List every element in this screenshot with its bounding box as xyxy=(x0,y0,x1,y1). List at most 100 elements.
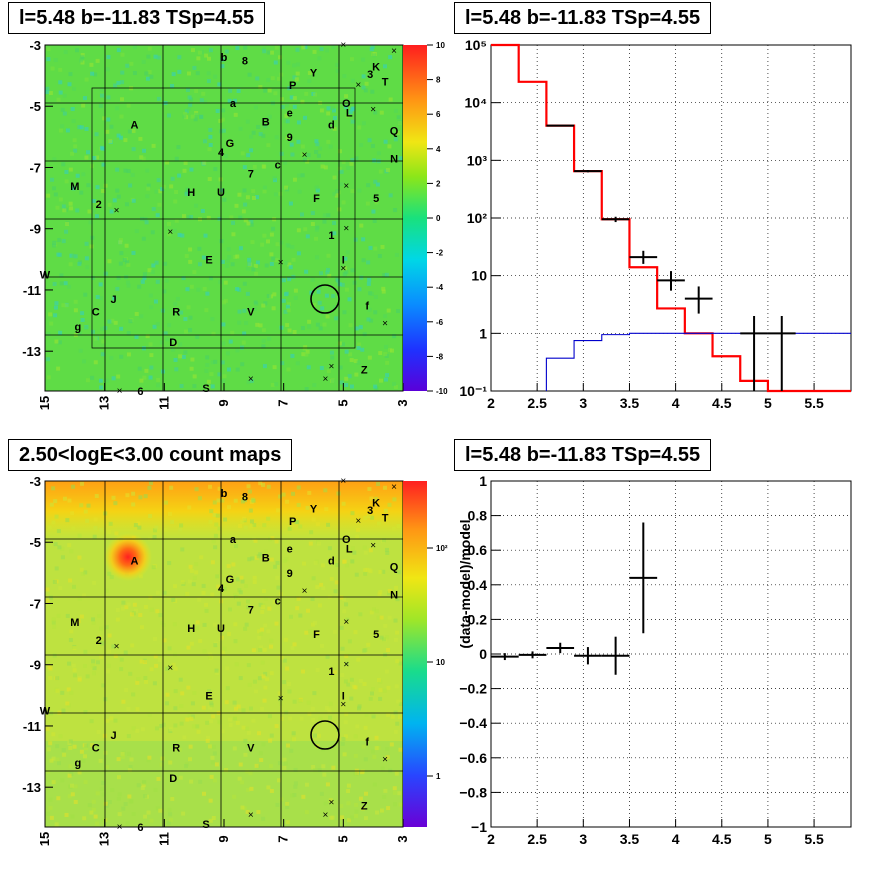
noise-pixel xyxy=(262,185,267,190)
noise-pixel xyxy=(291,737,296,742)
noise-pixel xyxy=(252,306,257,311)
x-tick-label: 2.5 xyxy=(527,395,547,411)
noise-pixel xyxy=(143,604,148,609)
noise-pixel xyxy=(231,562,236,567)
noise-pixel xyxy=(386,308,391,313)
noise-pixel xyxy=(232,746,237,751)
x-tick-label: 3 xyxy=(579,395,587,411)
noise-pixel xyxy=(201,255,206,260)
noise-pixel xyxy=(196,56,201,61)
y-tick-label: -13 xyxy=(22,780,41,795)
source-label: 3 xyxy=(367,69,373,81)
noise-pixel xyxy=(387,589,392,594)
noise-pixel xyxy=(314,139,319,144)
noise-pixel xyxy=(208,818,213,823)
noise-pixel xyxy=(125,63,130,68)
noise-pixel xyxy=(324,48,329,53)
noise-pixel xyxy=(189,716,194,721)
noise-pixel xyxy=(58,67,63,72)
noise-pixel xyxy=(83,780,88,785)
noise-pixel xyxy=(293,784,298,789)
noise-pixel xyxy=(387,144,392,149)
noise-pixel xyxy=(58,90,63,95)
noise-pixel xyxy=(267,114,272,119)
source-marker: × xyxy=(343,660,349,671)
noise-pixel xyxy=(52,624,57,629)
noise-pixel xyxy=(181,276,186,281)
noise-pixel xyxy=(72,646,77,651)
noise-pixel xyxy=(107,800,112,805)
noise-pixel xyxy=(307,70,312,75)
noise-pixel xyxy=(299,716,304,721)
noise-pixel xyxy=(80,481,85,486)
noise-pixel xyxy=(279,797,284,802)
noise-pixel xyxy=(227,255,232,260)
noise-pixel xyxy=(67,773,72,778)
noise-pixel xyxy=(84,155,89,160)
noise-pixel xyxy=(213,545,218,550)
noise-pixel xyxy=(372,158,377,163)
noise-pixel xyxy=(287,262,292,267)
noise-pixel xyxy=(194,203,199,208)
noise-pixel xyxy=(378,688,383,693)
noise-pixel xyxy=(341,200,346,205)
noise-pixel xyxy=(46,375,51,380)
noise-pixel xyxy=(84,77,89,82)
noise-pixel xyxy=(61,239,66,244)
noise-pixel xyxy=(136,521,141,526)
noise-pixel xyxy=(90,375,95,380)
noise-pixel xyxy=(96,201,101,206)
noise-pixel xyxy=(235,348,240,353)
noise-pixel xyxy=(271,306,276,311)
noise-pixel xyxy=(274,539,279,544)
source-label: O xyxy=(342,534,351,546)
noise-pixel xyxy=(384,547,389,552)
noise-pixel xyxy=(73,799,78,804)
noise-pixel xyxy=(77,677,82,682)
noise-pixel xyxy=(344,712,349,717)
noise-pixel xyxy=(286,60,291,65)
noise-pixel xyxy=(228,607,233,612)
noise-pixel xyxy=(283,637,288,642)
noise-pixel xyxy=(119,657,124,662)
noise-pixel xyxy=(69,629,74,634)
noise-pixel xyxy=(195,334,200,339)
noise-pixel xyxy=(284,291,289,296)
noise-pixel xyxy=(263,596,268,601)
noise-pixel xyxy=(222,374,227,379)
noise-pixel xyxy=(235,287,240,292)
noise-pixel xyxy=(258,481,263,486)
noise-pixel xyxy=(296,503,301,508)
source-label: B xyxy=(262,117,270,129)
noise-pixel xyxy=(238,762,243,767)
noise-pixel xyxy=(350,189,355,194)
noise-pixel xyxy=(292,63,297,68)
noise-pixel xyxy=(250,240,255,245)
noise-pixel xyxy=(60,546,65,551)
noise-pixel xyxy=(398,747,403,752)
source-label: 9 xyxy=(287,568,293,580)
noise-pixel xyxy=(271,226,276,231)
noise-pixel xyxy=(269,252,274,257)
noise-pixel xyxy=(370,143,375,148)
noise-pixel xyxy=(103,750,108,755)
noise-pixel xyxy=(120,70,125,75)
noise-pixel xyxy=(331,45,336,50)
noise-pixel xyxy=(144,71,149,76)
noise-pixel xyxy=(269,261,274,266)
noise-pixel xyxy=(218,118,223,123)
source-label: 5 xyxy=(373,193,379,205)
noise-pixel xyxy=(344,94,349,99)
noise-pixel xyxy=(91,209,96,214)
noise-pixel xyxy=(354,156,359,161)
noise-pixel xyxy=(269,294,274,299)
noise-pixel xyxy=(349,815,354,820)
noise-pixel xyxy=(261,338,266,343)
noise-pixel xyxy=(197,496,202,501)
noise-pixel xyxy=(61,162,66,167)
source-label: 2 xyxy=(96,635,102,647)
noise-pixel xyxy=(196,729,201,734)
noise-pixel xyxy=(398,701,403,706)
noise-pixel xyxy=(95,660,100,665)
noise-pixel xyxy=(126,706,131,711)
